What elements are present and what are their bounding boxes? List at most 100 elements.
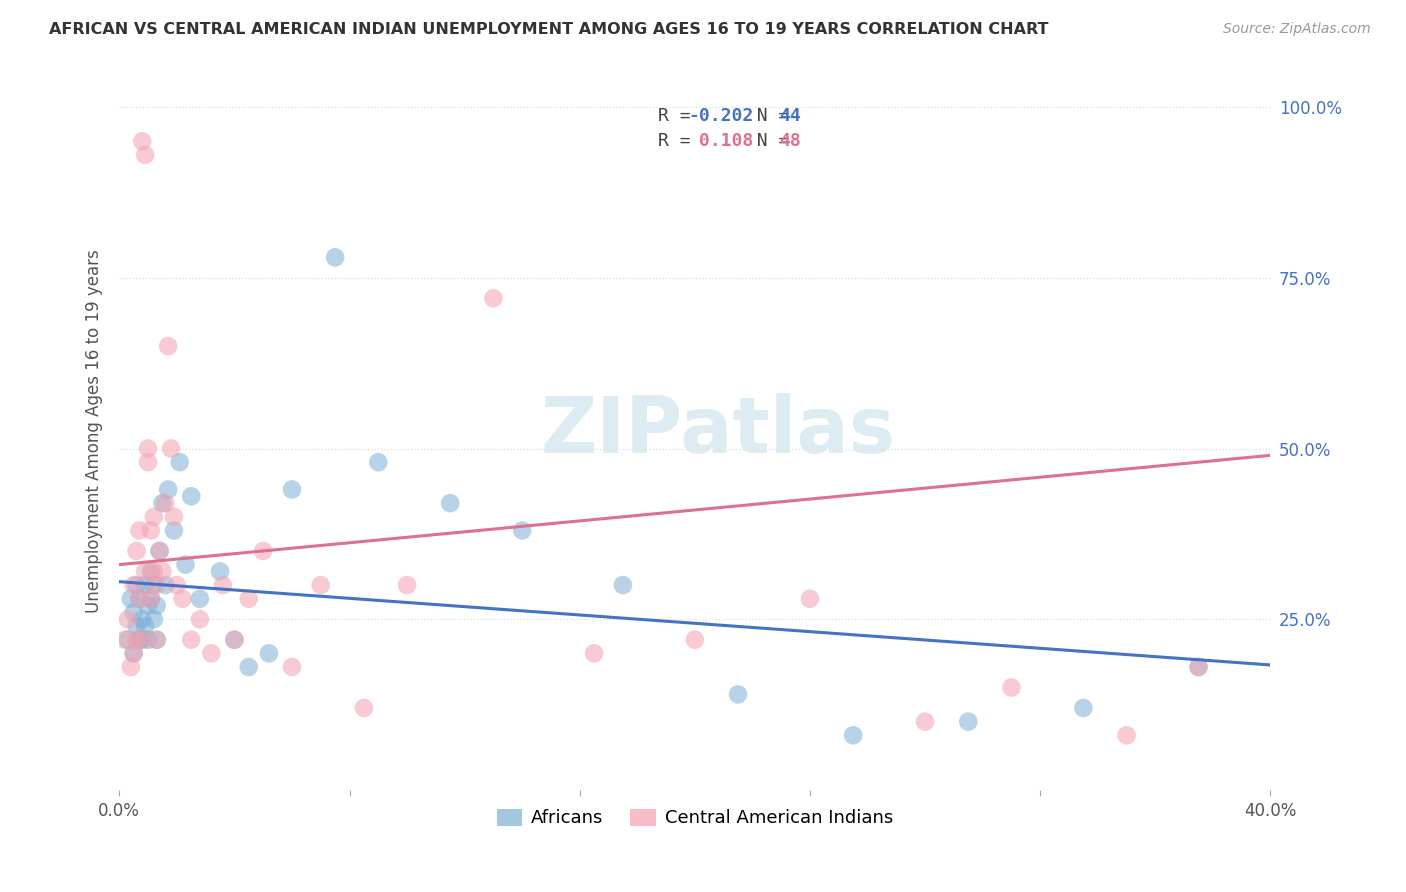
- Text: Source: ZipAtlas.com: Source: ZipAtlas.com: [1223, 22, 1371, 37]
- Point: [128, 591, 150, 606]
- Point: [1073, 701, 1095, 715]
- Point: [131, 632, 153, 647]
- Point: [212, 578, 235, 592]
- Point: [252, 544, 274, 558]
- Point: [148, 544, 170, 558]
- Point: [309, 578, 332, 592]
- Text: AFRICAN VS CENTRAL AMERICAN INDIAN UNEMPLOYMENT AMONG AGES 16 TO 19 YEARS CORREL: AFRICAN VS CENTRAL AMERICAN INDIAN UNEMP…: [49, 22, 1049, 37]
- Point: [128, 591, 150, 606]
- Point: [131, 632, 153, 647]
- Point: [142, 612, 165, 626]
- Point: [510, 524, 533, 538]
- Point: [180, 489, 202, 503]
- Point: [145, 632, 167, 647]
- Point: [163, 509, 186, 524]
- Point: [166, 578, 188, 592]
- Point: [188, 591, 211, 606]
- Point: [1000, 681, 1022, 695]
- Point: [125, 578, 148, 592]
- Y-axis label: Unemployment Among Ages 16 to 19 years: Unemployment Among Ages 16 to 19 years: [86, 250, 103, 614]
- Point: [238, 591, 260, 606]
- Point: [224, 632, 246, 647]
- Point: [160, 442, 183, 456]
- Point: [142, 578, 165, 592]
- Point: [134, 578, 156, 592]
- Point: [122, 578, 145, 592]
- Point: [157, 483, 180, 497]
- Point: [482, 291, 505, 305]
- Point: [145, 599, 167, 613]
- Point: [136, 442, 159, 456]
- Text: 48: 48: [779, 132, 800, 150]
- Point: [914, 714, 936, 729]
- Point: [169, 455, 191, 469]
- Point: [136, 599, 159, 613]
- Point: [145, 632, 167, 647]
- Point: [142, 509, 165, 524]
- Point: [1187, 660, 1209, 674]
- Point: [114, 632, 136, 647]
- Point: [224, 632, 246, 647]
- Point: [396, 578, 419, 592]
- Point: [1187, 660, 1209, 674]
- Point: [1115, 728, 1137, 742]
- Point: [172, 591, 194, 606]
- Point: [152, 496, 174, 510]
- Point: [134, 565, 156, 579]
- Point: [612, 578, 634, 592]
- Text: -0.202: -0.202: [688, 107, 754, 125]
- Text: R =: R =: [658, 107, 702, 125]
- Point: [257, 646, 280, 660]
- Point: [139, 591, 162, 606]
- Text: 0.108: 0.108: [688, 132, 754, 150]
- Point: [155, 578, 177, 592]
- Point: [799, 591, 821, 606]
- Point: [128, 524, 150, 538]
- Point: [125, 544, 148, 558]
- Point: [439, 496, 461, 510]
- Point: [145, 578, 167, 592]
- Point: [188, 612, 211, 626]
- Point: [134, 148, 156, 162]
- Point: [208, 565, 231, 579]
- Point: [134, 619, 156, 633]
- Point: [367, 455, 389, 469]
- Point: [238, 660, 260, 674]
- Point: [281, 660, 304, 674]
- Point: [120, 591, 142, 606]
- Point: [128, 632, 150, 647]
- Point: [353, 701, 375, 715]
- Text: N =: N =: [735, 132, 800, 150]
- Point: [155, 496, 177, 510]
- Text: N =: N =: [735, 107, 800, 125]
- Point: [157, 339, 180, 353]
- Point: [122, 646, 145, 660]
- Point: [323, 250, 346, 264]
- Text: 44: 44: [779, 107, 800, 125]
- Point: [122, 646, 145, 660]
- Point: [281, 483, 304, 497]
- Point: [174, 558, 197, 572]
- Point: [148, 544, 170, 558]
- Point: [842, 728, 865, 742]
- Point: [125, 632, 148, 647]
- Point: [139, 591, 162, 606]
- Point: [163, 524, 186, 538]
- Point: [727, 687, 749, 701]
- Point: [142, 565, 165, 579]
- Point: [122, 606, 145, 620]
- Point: [683, 632, 706, 647]
- Point: [139, 565, 162, 579]
- Point: [120, 660, 142, 674]
- Point: [131, 612, 153, 626]
- Point: [131, 134, 153, 148]
- Point: [136, 455, 159, 469]
- Point: [136, 632, 159, 647]
- Point: [180, 632, 202, 647]
- Point: [583, 646, 606, 660]
- Point: [200, 646, 222, 660]
- Point: [117, 612, 139, 626]
- Legend: Africans, Central American Indians: Africans, Central American Indians: [489, 801, 900, 835]
- Point: [117, 632, 139, 647]
- Point: [152, 565, 174, 579]
